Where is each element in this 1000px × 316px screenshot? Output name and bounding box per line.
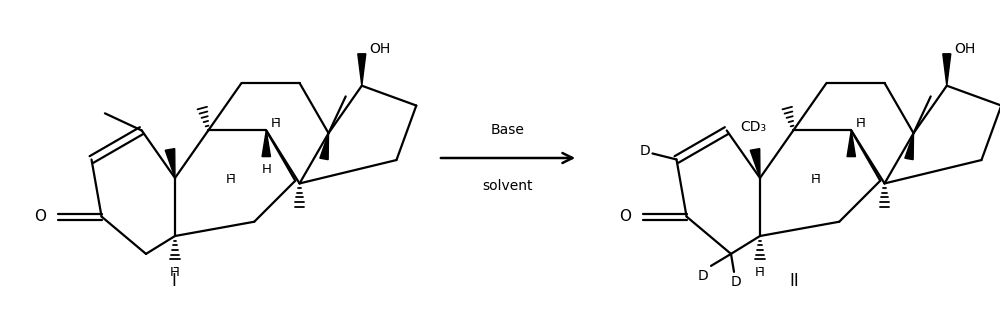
Text: D: D (698, 269, 708, 283)
Text: H̄: H̄ (811, 173, 821, 186)
Text: OH: OH (954, 42, 975, 56)
Polygon shape (320, 133, 329, 160)
Polygon shape (847, 131, 855, 157)
Text: H̄: H̄ (856, 118, 866, 131)
Polygon shape (165, 149, 175, 178)
Text: II: II (789, 272, 799, 290)
Polygon shape (943, 54, 951, 86)
Text: O: O (34, 209, 46, 224)
Text: I: I (172, 272, 176, 290)
Text: Base: Base (491, 123, 525, 137)
Text: H: H (261, 163, 271, 176)
Text: H̄: H̄ (271, 118, 281, 131)
Text: solvent: solvent (483, 179, 533, 193)
Text: H̄: H̄ (755, 266, 765, 279)
Text: CD₃: CD₃ (740, 120, 766, 134)
Polygon shape (905, 133, 914, 160)
Text: O: O (619, 209, 631, 224)
Text: OH: OH (369, 42, 390, 56)
Text: H̄: H̄ (170, 266, 180, 279)
Text: H̄: H̄ (226, 173, 236, 186)
Polygon shape (358, 54, 366, 86)
Text: D: D (639, 144, 650, 159)
Text: D: D (731, 275, 741, 289)
Polygon shape (750, 149, 760, 178)
Polygon shape (262, 131, 270, 157)
